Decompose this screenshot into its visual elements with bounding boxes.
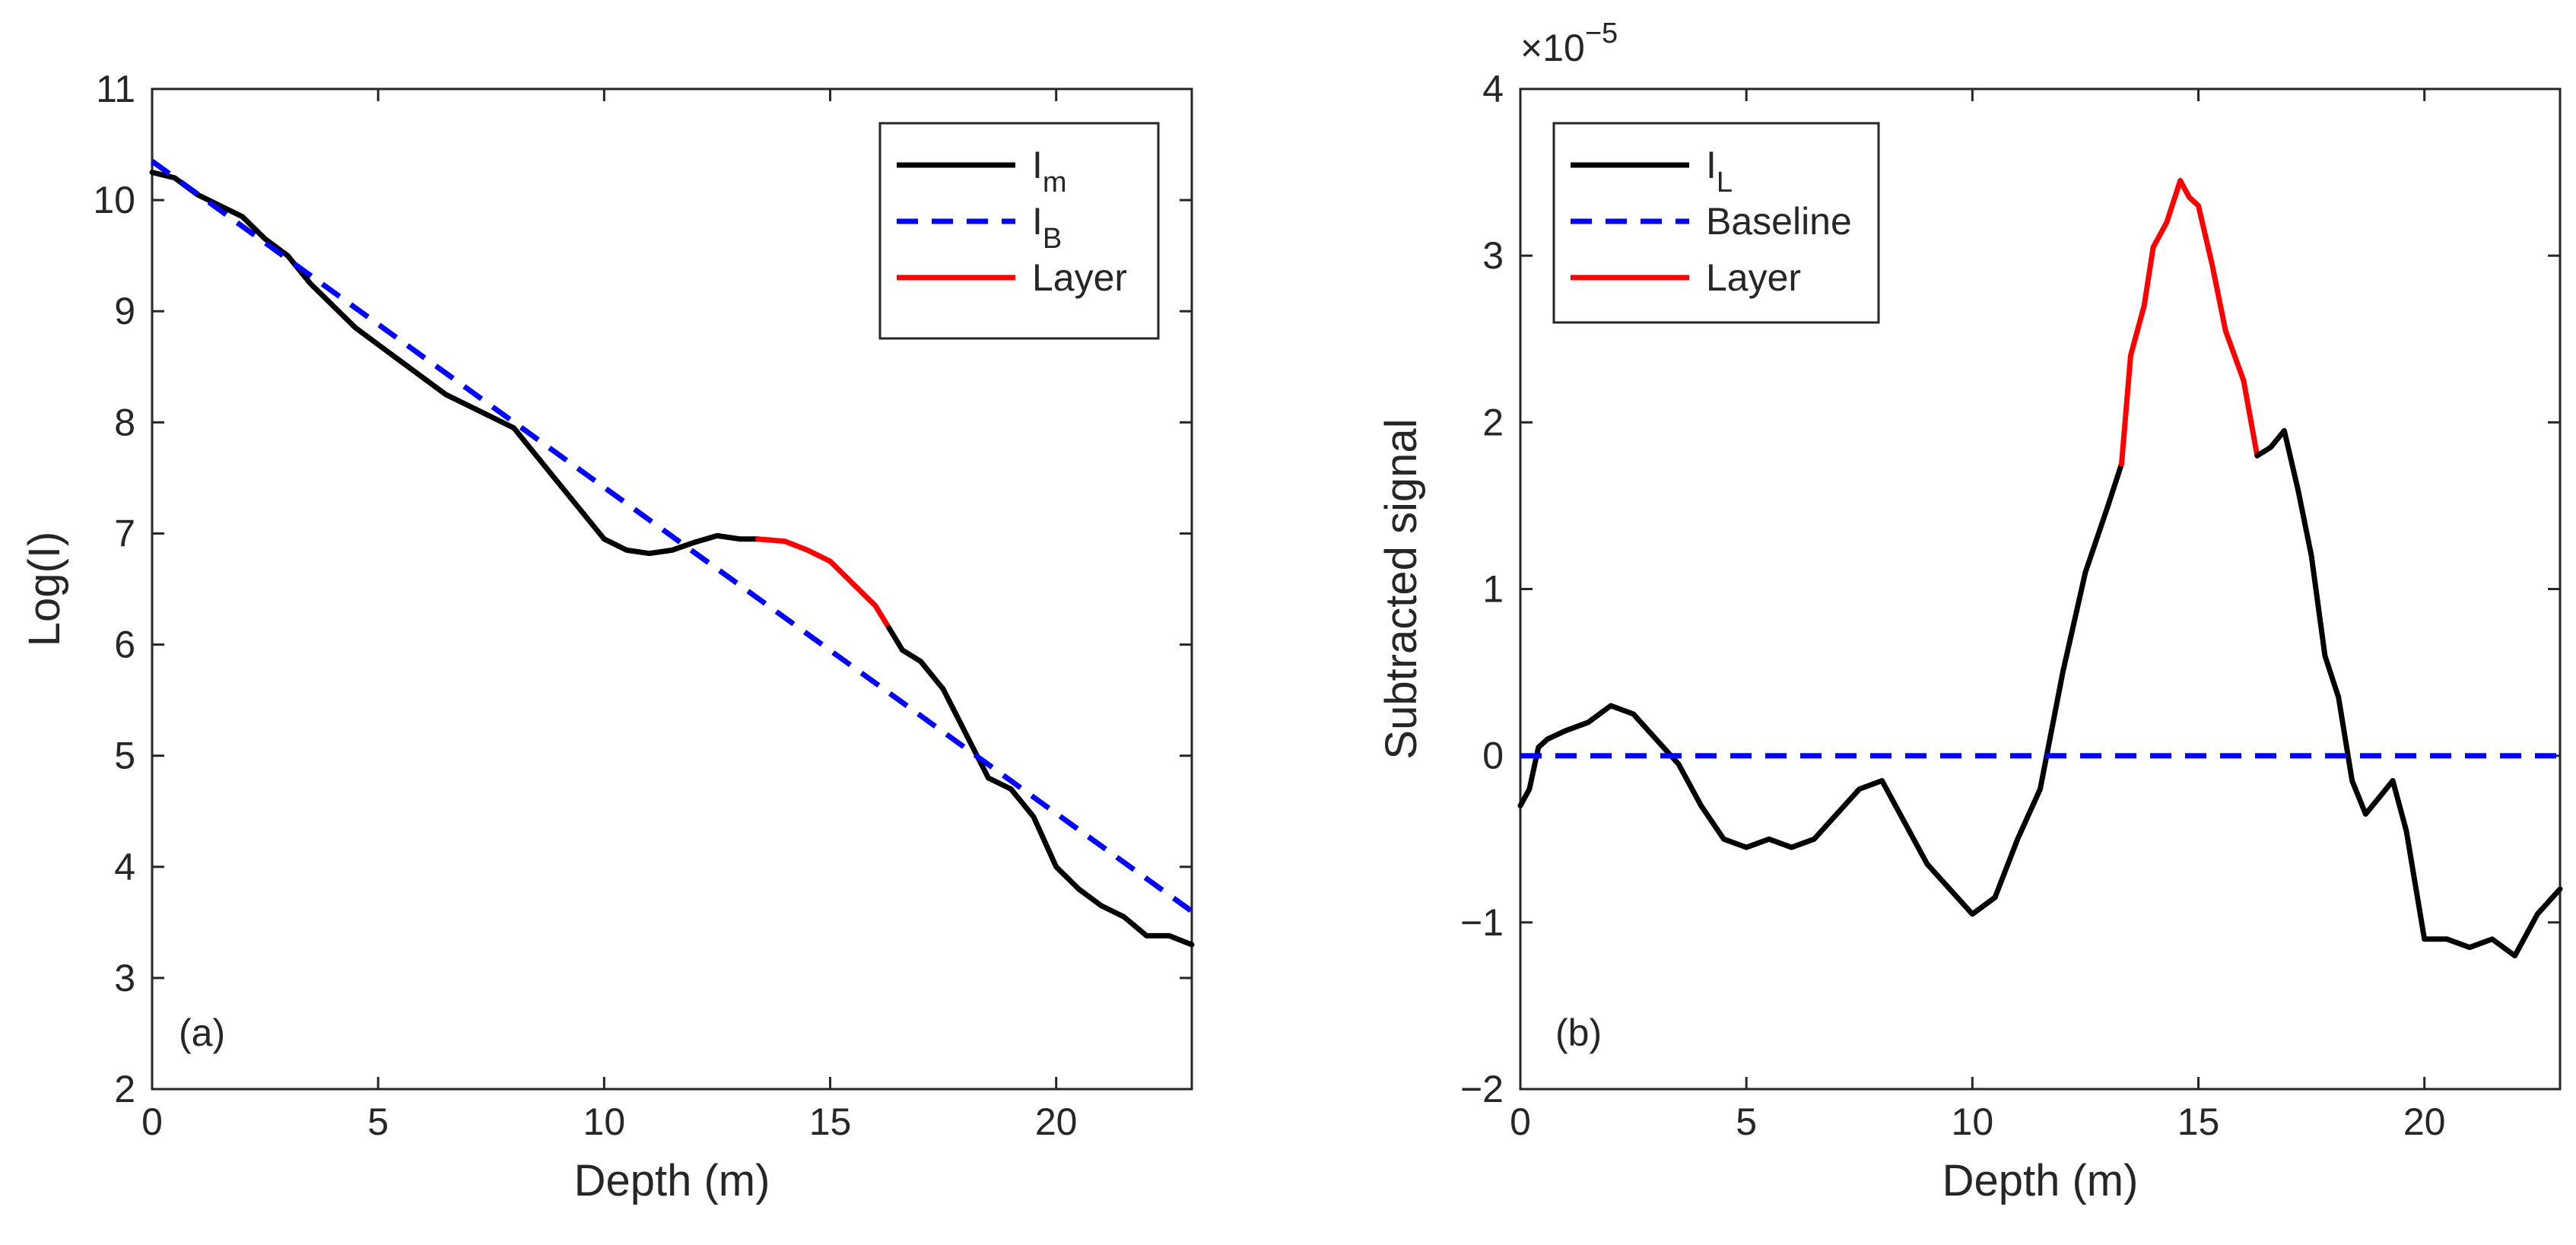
y-tick-label: 6 (114, 624, 135, 666)
y-tick-label: 11 (96, 68, 135, 110)
y-axis-label: Subtracted signal (1377, 418, 1426, 759)
x-tick-label: 20 (1035, 1100, 1078, 1143)
y-tick-label: 0 (1482, 735, 1504, 777)
chart-panel-a: 0 5 10 15 20 2 3 4 5 6 7 8 9 10 11 Depth (m) Log(I) (a) Im… (20, 68, 1195, 1205)
legend-label: IL (1706, 144, 1733, 199)
x-axis-label: Depth (m) (1942, 1156, 2139, 1205)
y-tick-label: 1 (1482, 568, 1504, 611)
series-line-il (2254, 427, 2563, 959)
y-tick-label: 3 (1482, 234, 1504, 277)
series-line-layer (754, 536, 892, 631)
series-line-il (1517, 461, 2124, 917)
y-tick-label: 7 (114, 512, 135, 554)
y-exponent-power: −5 (1585, 17, 1618, 49)
chart-panel-b: 0 5 10 15 20 −2 −1 0 1 2 3 4 Depth (m) Subtracted sig… (1377, 17, 2563, 1205)
x-tick-label: 0 (141, 1100, 163, 1143)
series-line-ib (150, 159, 1194, 914)
panel-label: (b) (1555, 1012, 1602, 1054)
y-tick-label: 2 (1482, 401, 1504, 443)
legend-label: Layer (1706, 256, 1801, 299)
y-exponent-label: ×10−5 (1520, 17, 1618, 69)
y-tick-label: 4 (114, 846, 135, 888)
legend-label-subscript: L (1717, 167, 1733, 199)
legend-label-subscript: m (1043, 167, 1067, 199)
y-tick-label: 5 (114, 735, 135, 777)
x-axis-label: Depth (m) (574, 1156, 770, 1205)
y-tick-label: −1 (1460, 901, 1504, 944)
y-tick-label: 10 (93, 179, 135, 221)
legend-label-subscript: B (1043, 223, 1062, 255)
y-tick-label: 4 (1482, 68, 1504, 110)
y-tick-label: 8 (114, 401, 135, 443)
legend-label: Baseline (1706, 200, 1852, 243)
x-tick-label: 0 (1510, 1100, 1531, 1143)
x-tick-label: 5 (367, 1100, 389, 1143)
x-tick-label: 20 (2403, 1100, 2446, 1143)
y-tick-label: 9 (114, 290, 135, 332)
panel-label: (a) (179, 1012, 225, 1054)
y-tick-label: 2 (114, 1068, 135, 1110)
legend-box (878, 122, 1160, 340)
x-tick-label: 15 (2177, 1100, 2220, 1143)
y-tick-label: −2 (1460, 1068, 1504, 1110)
x-tick-label: 10 (583, 1100, 626, 1143)
y-axis-label: Log(I) (20, 532, 69, 647)
x-tick-label: 5 (1736, 1100, 1757, 1143)
plot-frame (151, 87, 1193, 1091)
x-tick-label: 10 (1952, 1100, 1994, 1143)
series-line-im (886, 625, 1195, 948)
series-line-im (149, 170, 761, 557)
x-tick-label: 15 (809, 1100, 852, 1143)
series-line-layer (2119, 178, 2260, 467)
legend-label: Layer (1032, 256, 1127, 299)
y-tick-label: 3 (114, 957, 135, 999)
